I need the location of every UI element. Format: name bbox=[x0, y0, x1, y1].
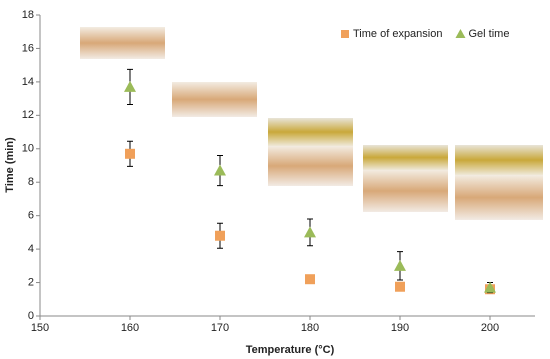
point bbox=[484, 281, 496, 293]
y-tick-label: 6 bbox=[28, 210, 34, 222]
point bbox=[215, 230, 225, 241]
legend-label: Gel time bbox=[468, 28, 509, 40]
photo bbox=[455, 145, 543, 175]
x-tick-label: 160 bbox=[121, 322, 139, 334]
y-tick-label: 8 bbox=[28, 176, 34, 188]
y-tick-label: 0 bbox=[28, 310, 34, 322]
point bbox=[124, 80, 136, 92]
x-tick-label: 150 bbox=[31, 322, 49, 334]
point bbox=[214, 164, 226, 176]
photo bbox=[455, 175, 543, 220]
point bbox=[305, 274, 315, 285]
photo bbox=[268, 146, 353, 186]
y-tick-label: 16 bbox=[22, 42, 34, 54]
y-tick-label: 4 bbox=[28, 243, 34, 255]
y-tick-label: 14 bbox=[22, 76, 34, 88]
photo bbox=[363, 170, 448, 212]
legend-label: Time of expansion bbox=[353, 28, 442, 40]
x-tick-label: 170 bbox=[211, 322, 229, 334]
photo bbox=[172, 82, 257, 117]
legend-marker bbox=[455, 29, 466, 38]
y-tick-label: 12 bbox=[22, 109, 34, 121]
y-tick-label: 2 bbox=[28, 276, 34, 288]
x-axis-title: Temperature (°C) bbox=[246, 344, 335, 356]
y-axis-title: Time (min) bbox=[4, 137, 16, 193]
point bbox=[394, 259, 406, 271]
photo bbox=[363, 145, 448, 170]
y-tick-label: 10 bbox=[22, 143, 34, 155]
x-tick-label: 190 bbox=[391, 322, 409, 334]
legend-marker bbox=[341, 30, 349, 38]
photo bbox=[80, 27, 165, 59]
point bbox=[125, 148, 135, 159]
x-tick-label: 200 bbox=[481, 322, 499, 334]
photos bbox=[80, 27, 543, 220]
y-tick-label: 18 bbox=[22, 9, 34, 21]
point bbox=[395, 281, 405, 292]
photo bbox=[268, 118, 353, 146]
point bbox=[304, 226, 316, 238]
x-tick-label: 180 bbox=[301, 322, 319, 334]
